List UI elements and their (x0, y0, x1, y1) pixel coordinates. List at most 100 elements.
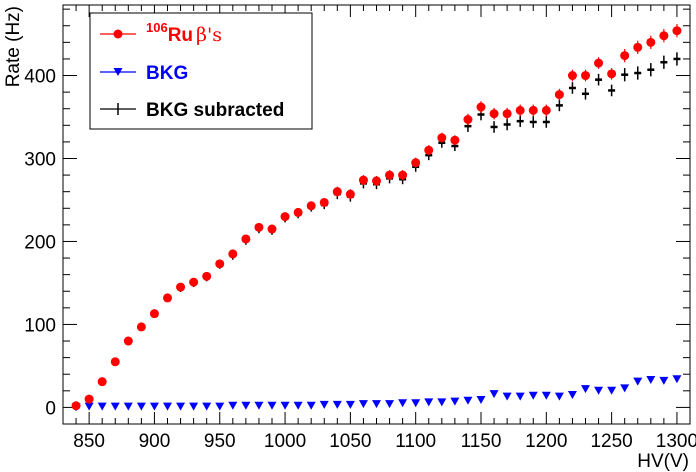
ru-data-point (319, 197, 329, 207)
ru-data-point (176, 282, 186, 292)
ru-data-point (228, 249, 238, 259)
ru-data-point (110, 357, 120, 367)
bkg-data-point (110, 402, 120, 411)
bkg-data-point (476, 395, 486, 404)
ru-data-point (672, 26, 682, 36)
ru-data-point (581, 71, 590, 81)
bkg-data-point (567, 390, 577, 399)
series-1 (71, 375, 682, 412)
bkg-data-point (241, 401, 251, 410)
bkg-data-point (176, 402, 186, 411)
ru-data-point (306, 201, 316, 211)
ru-data-point (411, 158, 421, 168)
bkg-data-point (319, 400, 329, 409)
ru-data-point (528, 105, 538, 115)
bkg-data-point (372, 400, 381, 409)
ru-data-point (502, 109, 512, 119)
bkg-data-point (411, 399, 421, 408)
y-axis-ticks: 0 100 200 300 400 (24, 8, 690, 425)
legend-label-subtracted: BKG subracted (146, 100, 284, 121)
bkg-data-point (424, 398, 434, 407)
bkg-data-point (672, 375, 682, 384)
legend-beta-text: β's (196, 24, 222, 46)
bkg-data-point (385, 400, 395, 409)
bkg-data-point (646, 376, 656, 385)
x-tick-label: 900 (139, 431, 171, 452)
ru-data-point (345, 189, 355, 199)
bkg-data-point (620, 384, 630, 393)
ru-data-point (332, 187, 342, 197)
ru-data-point (607, 69, 617, 79)
bkg-data-point (136, 402, 146, 411)
legend-marker-bkg (113, 68, 123, 76)
x-tick-label: 1050 (329, 431, 371, 452)
x-tick-label: 950 (204, 431, 236, 452)
ru-data-point (136, 322, 146, 332)
bkg-data-point (633, 377, 643, 386)
ru-data-point (372, 176, 381, 186)
ru-data-point (424, 145, 434, 155)
bkg-data-point (306, 401, 316, 410)
ru-data-point (84, 394, 94, 404)
legend: 106Ru β's BKG BKG subracted (89, 12, 313, 130)
ru-data-point (567, 71, 577, 81)
ru-data-point (541, 105, 551, 115)
y-tick-label: 400 (24, 67, 56, 88)
bkg-data-point (84, 402, 94, 411)
legend-entry-bkg: BKG (100, 63, 188, 84)
x-tick-label: 1250 (590, 431, 632, 452)
ru-data-point (280, 212, 290, 222)
legend-marker-ru (113, 29, 123, 39)
legend-entry-ru: 106Ru β's (100, 20, 222, 46)
bkg-data-point (398, 399, 408, 408)
ru-data-point (189, 277, 199, 287)
bkg-data-point (123, 402, 133, 411)
legend-box (89, 12, 313, 130)
x-axis-title: HV(V) (637, 451, 689, 472)
bkg-data-point (358, 400, 368, 409)
y-tick-label: 300 (24, 149, 56, 170)
ru-data-point (385, 170, 395, 180)
bkg-data-point (554, 392, 564, 401)
bkg-data-point (437, 398, 447, 407)
bkg-data-point (450, 397, 460, 406)
legend-entry-subtracted: BKG subracted (100, 100, 284, 121)
ru-data-point (646, 37, 656, 47)
bkg-data-point (267, 401, 277, 410)
legend-label-ru: 106Ru β's (146, 20, 222, 46)
bkg-data-point (149, 402, 159, 411)
ru-data-point (254, 222, 264, 232)
bkg-data-point (202, 402, 212, 411)
bkg-data-point (581, 385, 590, 394)
ru-data-point (463, 114, 473, 124)
ru-data-point (633, 42, 643, 52)
ru-data-point (163, 293, 172, 303)
bkg-data-point (463, 396, 473, 405)
legend-superscript: 106 (146, 20, 168, 35)
bkg-data-point (515, 392, 525, 401)
bkg-data-point (607, 386, 617, 395)
bkg-data-point (502, 392, 512, 401)
ru-data-point (215, 259, 225, 269)
x-tick-label: 1100 (395, 431, 436, 452)
bkg-data-point (659, 376, 669, 385)
bkg-data-point (528, 391, 538, 400)
ru-data-point (358, 175, 368, 185)
y-axis-title: Rate (Hz) (3, 6, 24, 87)
ru-data-point (202, 271, 212, 281)
ru-data-point (437, 133, 447, 143)
data-series (71, 24, 682, 412)
bkg-data-point (345, 400, 355, 409)
bkg-data-point (541, 391, 551, 400)
bkg-data-point (97, 402, 107, 411)
x-axis-ticks: 850 900 950 1000 1050 1100 1150 1200 1250 1300 (62, 5, 696, 452)
y-tick-label: 100 (24, 315, 56, 336)
ru-data-point (594, 58, 604, 68)
bkg-data-point (280, 401, 290, 410)
ru-data-point (241, 234, 251, 244)
bkg-data-point (293, 401, 303, 410)
ru-data-point (293, 207, 303, 217)
ru-data-point (123, 336, 133, 346)
series-0 (71, 24, 682, 411)
